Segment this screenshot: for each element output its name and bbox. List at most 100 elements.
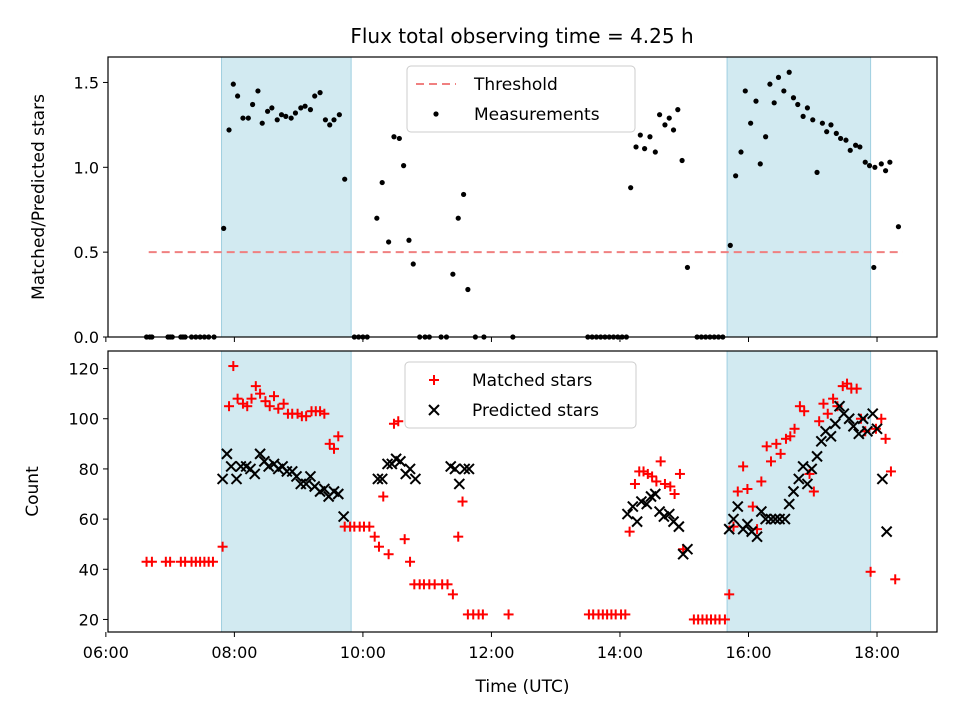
axes-frame	[107, 350, 938, 633]
data-point	[775, 448, 786, 459]
data-point	[378, 491, 389, 502]
data-point	[679, 157, 685, 164]
data-point	[795, 101, 801, 108]
data-point	[304, 470, 317, 483]
data-point	[847, 420, 860, 432]
data-point	[207, 556, 218, 567]
x-tick-label: 16:00	[725, 643, 771, 662]
data-point	[775, 74, 782, 80]
data-point	[833, 130, 839, 136]
data-point	[269, 105, 275, 111]
data-point	[753, 98, 759, 104]
data-point	[663, 508, 675, 520]
series-predicted-stars	[216, 400, 893, 560]
data-point	[815, 435, 828, 448]
data-point	[787, 485, 800, 498]
data-point	[843, 137, 849, 143]
data-point	[790, 95, 797, 101]
data-point	[245, 115, 251, 121]
data-point	[621, 508, 634, 520]
data-point	[226, 127, 232, 133]
y-tick-label: 0.0	[74, 328, 99, 347]
data-point	[409, 473, 422, 485]
data-point	[719, 614, 730, 625]
data-point	[319, 408, 330, 419]
data-point	[761, 441, 772, 452]
data-point	[449, 463, 461, 475]
data-point	[404, 463, 416, 475]
shaded-interval	[221, 56, 352, 338]
data-point	[733, 173, 739, 179]
series-matched-stars	[141, 361, 901, 625]
data-point	[794, 401, 805, 412]
legend: Matched stars Predicted stars	[404, 361, 637, 429]
data-point	[822, 408, 833, 419]
data-point	[324, 438, 335, 449]
data-point	[882, 168, 889, 174]
data-point	[463, 463, 475, 475]
x-tick-label: 18:00	[854, 643, 900, 662]
legend-label: Threshold	[473, 75, 558, 95]
legend-measurements-swatch	[433, 111, 439, 117]
data-point	[819, 120, 825, 126]
data-point	[852, 142, 859, 148]
data-point	[620, 609, 631, 620]
data-point	[723, 523, 735, 535]
data-point	[649, 488, 662, 500]
data-point	[656, 112, 663, 118]
data-point	[627, 500, 639, 513]
data-point	[890, 574, 901, 585]
data-point	[264, 401, 275, 412]
data-point	[810, 117, 816, 123]
data-point	[453, 531, 464, 542]
data-point	[662, 122, 668, 128]
data-point	[681, 543, 694, 555]
data-point	[337, 510, 350, 523]
data-point	[264, 108, 271, 114]
data-point	[401, 163, 407, 169]
data-point	[342, 176, 348, 182]
data-point	[732, 486, 743, 497]
data-point	[727, 242, 733, 248]
data-point	[811, 450, 823, 463]
data-point	[655, 456, 666, 467]
data-point	[232, 393, 243, 404]
data-point	[278, 398, 289, 409]
y-tick-label: 40	[79, 560, 99, 579]
data-point	[738, 149, 744, 155]
data-point	[866, 163, 873, 169]
data-point	[391, 134, 397, 140]
data-point	[765, 513, 777, 525]
data-point	[254, 448, 266, 460]
data-point	[783, 498, 795, 510]
data-point	[833, 400, 846, 412]
data-point	[885, 466, 896, 477]
legend-label: Measurements	[474, 105, 600, 125]
data-point	[318, 483, 331, 495]
data-point	[259, 120, 265, 126]
data-point	[793, 473, 805, 485]
data-point	[379, 179, 385, 186]
data-point	[503, 609, 514, 620]
data-point	[767, 81, 773, 87]
data-point	[727, 513, 740, 525]
data-point	[322, 117, 329, 123]
data-point	[814, 416, 825, 427]
data-point	[288, 115, 294, 121]
data-point	[442, 579, 453, 590]
data-point	[396, 135, 402, 142]
data-point	[670, 127, 677, 133]
data-point	[742, 88, 748, 94]
data-point	[647, 134, 653, 140]
data-point	[246, 393, 257, 404]
data-point	[373, 541, 384, 552]
data-point	[642, 146, 648, 152]
data-point	[647, 471, 658, 482]
data-point	[249, 101, 256, 108]
bottom-panel: 20 40 60 80 100 120 06:00 08:00 10:00 12:00 14:00 1…	[23, 350, 938, 697]
y-tick-label: 0.5	[74, 243, 99, 262]
data-point	[216, 473, 229, 485]
data-point	[818, 398, 829, 409]
data-point	[765, 456, 776, 467]
data-point	[800, 113, 806, 119]
